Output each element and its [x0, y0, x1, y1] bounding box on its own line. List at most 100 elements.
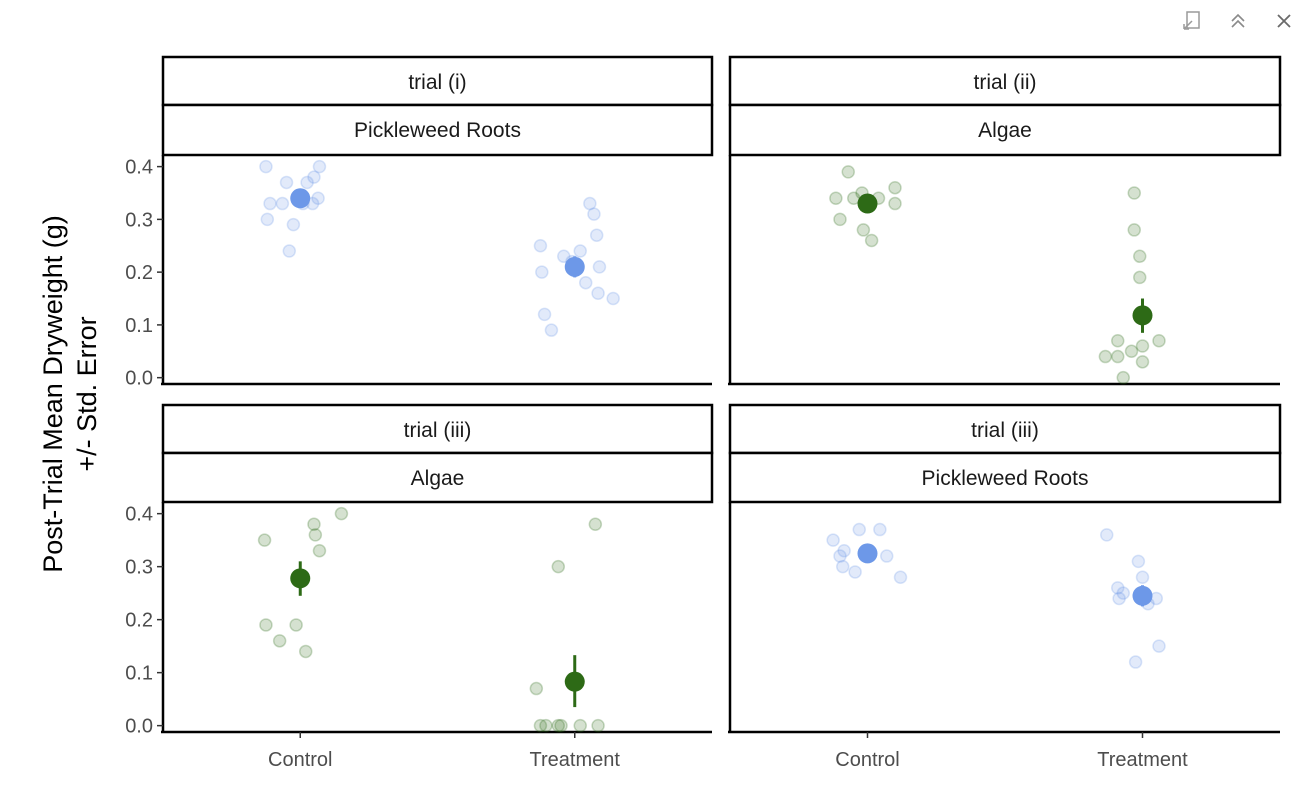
raw-point [856, 223, 871, 237]
strip-trial-label: trial (i) [408, 71, 466, 94]
export-button[interactable] [1174, 6, 1210, 36]
strip-food-label: Pickleweed Roots [354, 119, 521, 142]
y-axis-title-line1: Post-Trial Mean Dryweight (g) [38, 215, 68, 573]
raw-point [578, 275, 593, 290]
mean-point [857, 543, 878, 564]
x-tick-label: Treatment [530, 749, 621, 771]
raw-point [864, 233, 879, 248]
y-tick-label: 0.3 [125, 209, 153, 231]
raw-point [554, 718, 568, 733]
raw-point [833, 212, 847, 227]
y-tick-label: 0.4 [125, 504, 153, 526]
raw-point [311, 191, 325, 206]
close-icon [1277, 14, 1291, 28]
raw-point [282, 244, 297, 258]
strip-trial-label: trial (iii) [404, 419, 472, 442]
raw-point [307, 170, 321, 184]
raw-point [592, 260, 607, 274]
raw-point [1135, 355, 1150, 369]
strip-trial [161, 403, 714, 455]
collapse-button[interactable] [1220, 6, 1256, 36]
raw-point [583, 196, 597, 211]
collapse-icon [1231, 13, 1245, 28]
strip-food [161, 103, 714, 157]
close-button[interactable] [1266, 6, 1302, 36]
raw-point [1116, 370, 1130, 385]
raw-point [272, 634, 287, 648]
raw-point [307, 517, 321, 532]
raw-point [551, 718, 566, 733]
raw-point [533, 239, 548, 253]
raw-point [833, 549, 847, 563]
mean-point [857, 193, 878, 214]
raw-point [880, 549, 894, 563]
y-axis-title-line2: +/- Std. Error [72, 316, 102, 471]
raw-point [841, 165, 855, 179]
raw-point [544, 323, 559, 337]
raw-point [848, 565, 862, 579]
raw-point [289, 618, 303, 632]
raw-point [1116, 586, 1130, 600]
raw-point [312, 544, 327, 558]
raw-point [308, 528, 323, 542]
raw-point [591, 718, 605, 733]
raw-point [888, 180, 902, 195]
raw-point [829, 191, 843, 206]
raw-point [1135, 339, 1150, 353]
raw-point [557, 249, 571, 264]
raw-point [836, 559, 850, 574]
strip-food-label: Algae [411, 467, 465, 490]
raw-point [539, 718, 553, 733]
raw-point [300, 175, 314, 190]
strip-food [728, 103, 1282, 157]
raw-point [1124, 344, 1139, 359]
strip-food-label: Algae [978, 119, 1032, 142]
mean-point [564, 256, 585, 277]
raw-point [533, 718, 548, 733]
strip-food [161, 451, 714, 504]
raw-point [263, 196, 277, 211]
raw-point [551, 559, 566, 574]
y-tick-label: 0.2 [125, 610, 153, 632]
raw-point [259, 618, 273, 632]
raw-point [1111, 581, 1125, 595]
raw-point [1100, 528, 1114, 542]
raw-point [893, 570, 908, 585]
strip-trial-label: trial (iii) [971, 419, 1039, 442]
y-tick-label: 0.2 [125, 262, 153, 284]
raw-point [260, 212, 275, 227]
raw-point [826, 533, 840, 547]
raw-point [286, 217, 301, 232]
raw-point [279, 175, 294, 190]
raw-point [1133, 249, 1147, 264]
raw-point [1128, 655, 1143, 669]
chart-toolbar [1174, 6, 1302, 36]
x-tick-label: Control [835, 749, 899, 771]
raw-point [298, 644, 313, 659]
mean-point [564, 671, 585, 692]
y-tick-label: 0.0 [125, 716, 153, 738]
raw-point [1152, 639, 1166, 653]
raw-point [257, 533, 272, 547]
raw-point [573, 244, 587, 258]
y-tick-label: 0.1 [125, 663, 153, 685]
raw-point [588, 517, 603, 532]
raw-point [591, 286, 605, 300]
y-tick-label: 0.3 [125, 557, 153, 579]
raw-point [334, 506, 349, 521]
raw-point [1135, 570, 1150, 585]
x-tick-label: Control [268, 749, 332, 771]
x-tick-label: Treatment [1097, 749, 1188, 771]
mean-point [1132, 305, 1153, 326]
strip-trial-label: trial (ii) [974, 71, 1037, 94]
strip-food [728, 451, 1282, 504]
export-icon [1183, 11, 1200, 30]
raw-point [852, 522, 866, 537]
y-tick-label: 0.4 [125, 157, 153, 179]
raw-point [587, 207, 601, 221]
raw-point [537, 307, 552, 322]
mean-point [290, 188, 311, 209]
raw-point [589, 228, 604, 242]
raw-point [1127, 186, 1141, 200]
